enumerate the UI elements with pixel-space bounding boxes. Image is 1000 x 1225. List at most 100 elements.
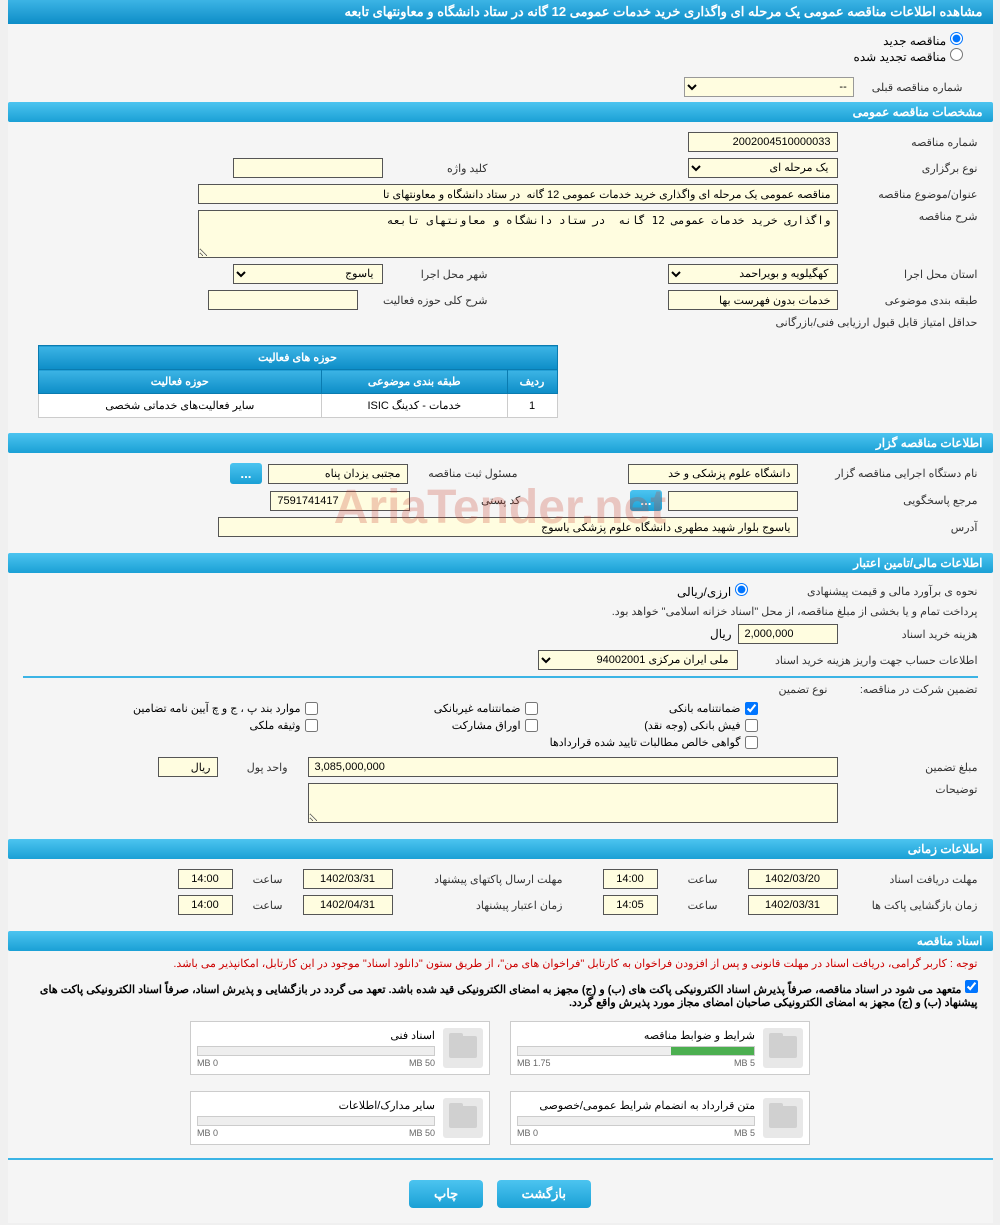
cb-property[interactable]: وثیقه ملکی xyxy=(118,719,318,732)
cb-nonbank[interactable]: ضمانتنامه غیربانکی xyxy=(338,702,538,715)
keyword-field[interactable] xyxy=(233,158,383,178)
ref-lookup-button[interactable]: ... xyxy=(630,490,661,511)
file-box[interactable]: متن قرارداد به انضمام شرایط عمومی/خصوصی … xyxy=(510,1091,810,1145)
receive-label: مهلت دریافت اسناد xyxy=(838,873,978,886)
time-label-2: ساعت xyxy=(233,873,283,886)
col-scope: حوزه فعالیت xyxy=(38,370,322,394)
send-time xyxy=(178,869,233,889)
guarantee-type-label: نوع تضمین xyxy=(758,683,828,696)
file-title: اسناد فنی xyxy=(197,1029,435,1042)
type-label: نوع برگزاری xyxy=(838,162,978,175)
guarantee-label: تضمین شرکت در مناقصه: xyxy=(828,683,978,696)
page-title: مشاهده اطلاعات مناقصه عمومی یک مرحله ای … xyxy=(8,0,993,24)
cb-part[interactable]: اوراق مشارکت xyxy=(338,719,538,732)
province-label: استان محل اجرا xyxy=(838,268,978,281)
open-date xyxy=(748,895,838,915)
reg-label: مسئول ثبت مناقصه xyxy=(408,467,518,480)
file-box[interactable]: اسناد فنی 50 MB0 MB xyxy=(190,1021,490,1075)
table-row: 1 خدمات - کدینگ ISIC سایر فعالیت‌های خدم… xyxy=(38,394,557,418)
radio-renewed-tender[interactable]: مناقصه تجدید شده xyxy=(854,50,963,64)
activity-table: حوزه های فعالیت ردیف طبقه بندی موضوعی حو… xyxy=(38,345,558,418)
city-label: شهر محل اجرا xyxy=(383,268,488,281)
address-label: آدرس xyxy=(798,521,978,534)
currency-radio[interactable]: ارزی/ریالی xyxy=(677,583,747,599)
postal-label: کد پستی xyxy=(410,494,520,507)
tender-no-field xyxy=(688,132,838,152)
prev-tender-label: شماره مناقصه قبلی xyxy=(864,81,963,94)
unit-field xyxy=(158,757,218,777)
file-title: سایر مدارک/اطلاعات xyxy=(197,1099,435,1112)
col-row: ردیف xyxy=(507,370,557,394)
category-label: طبقه بندی موضوعی xyxy=(838,294,978,307)
notes-field[interactable] xyxy=(308,783,838,823)
amount-field xyxy=(308,757,838,777)
valid-date xyxy=(303,895,393,915)
scope-field[interactable] xyxy=(208,290,358,310)
send-date xyxy=(303,869,393,889)
file-box[interactable]: سایر مدارک/اطلاعات 50 MB0 MB xyxy=(190,1091,490,1145)
exec-label: نام دستگاه اجرایی مناقصه گزار xyxy=(798,467,978,480)
section-general: مشخصات مناقصه عمومی xyxy=(8,102,993,122)
rial-label: ریال xyxy=(710,627,732,641)
section-timing: اطلاعات زمانی xyxy=(8,839,993,859)
commit-checkbox[interactable] xyxy=(965,980,978,993)
docs-note-dark: متعهد می شود در اسناد مناقصه، صرفاً پذیر… xyxy=(40,984,978,1009)
city-select[interactable]: یاسوج xyxy=(233,264,383,284)
time-label-3: ساعت xyxy=(658,899,718,912)
keyword-label: کلید واژه xyxy=(383,162,488,175)
time-label-1: ساعت xyxy=(658,873,718,886)
exec-field xyxy=(628,464,798,484)
ref-label: مرجع پاسخگویی xyxy=(798,494,978,507)
cb-cash[interactable]: فیش بانکی (وجه نقد) xyxy=(558,719,758,732)
min-score-label: حداقل امتیاز قابل قبول ارزیابی فنی/بازرگ… xyxy=(698,316,978,329)
cb-clauses[interactable]: موارد بند پ ، ج و چ آیین نامه تضامین xyxy=(118,702,318,715)
desc-field[interactable]: واگذاری خرید خدمات عمومی 12 گانه در ستاد… xyxy=(198,210,838,258)
folder-icon xyxy=(443,1028,483,1068)
activity-table-title: حوزه های فعالیت xyxy=(38,346,557,370)
section-organizer: اطلاعات مناقصه گزار xyxy=(8,433,993,453)
file-title: متن قرارداد به انضمام شرایط عمومی/خصوصی xyxy=(517,1099,755,1112)
amount-label: مبلغ تضمین xyxy=(838,761,978,774)
postal-field xyxy=(270,491,410,511)
send-label: مهلت ارسال پاکتهای پیشنهاد xyxy=(393,873,563,886)
time-label-4: ساعت xyxy=(233,899,283,912)
account-label: اطلاعات حساب جهت واریز هزینه خرید اسناد xyxy=(738,654,978,667)
subject-field[interactable] xyxy=(198,184,838,204)
radio-new-tender[interactable]: مناقصه جدید xyxy=(883,34,962,48)
receive-date xyxy=(748,869,838,889)
province-select[interactable]: کهگیلویه و بویراحمد xyxy=(668,264,838,284)
doc-cost-field xyxy=(738,624,838,644)
file-box[interactable]: شرایط و ضوابط مناقصه 5 MB1.75 MB xyxy=(510,1021,810,1075)
section-docs: اسناد مناقصه xyxy=(8,931,993,951)
col-category: طبقه بندی موضوعی xyxy=(322,370,507,394)
cb-claims[interactable]: گواهی خالص مطالبات تایید شده قراردادها xyxy=(338,736,758,749)
receive-time xyxy=(603,869,658,889)
print-button[interactable]: چاپ xyxy=(409,1180,483,1208)
ref-field[interactable] xyxy=(668,491,798,511)
file-title: شرایط و ضوابط مناقصه xyxy=(517,1029,755,1042)
prev-tender-select[interactable]: -- xyxy=(684,77,854,97)
docs-note-red: توجه : کاربر گرامی، دریافت اسناد در مهلت… xyxy=(8,951,993,976)
account-select[interactable]: ملی ایران مرکزی 94002001 xyxy=(538,650,738,670)
subject-label: عنوان/موضوع مناقصه xyxy=(838,188,978,201)
folder-icon xyxy=(443,1098,483,1138)
desc-label: شرح مناقصه xyxy=(838,210,978,223)
valid-label: زمان اعتبار پیشنهاد xyxy=(393,899,563,912)
open-label: زمان بازگشایی پاکت ها xyxy=(838,899,978,912)
doc-cost-label: هزینه خرید اسناد xyxy=(838,628,978,641)
method-label: نحوه ی برآورد مالی و قیمت پیشنهادی xyxy=(748,585,978,598)
notes-label: توضیحات xyxy=(838,783,978,796)
scope-label: شرح کلی حوزه فعالیت xyxy=(358,294,488,307)
unit-label: واحد پول xyxy=(218,761,288,774)
section-financial: اطلاعات مالی/تامین اعتبار xyxy=(8,553,993,573)
address-field[interactable] xyxy=(218,517,798,537)
valid-time xyxy=(178,895,233,915)
back-button[interactable]: بازگشت xyxy=(497,1180,591,1208)
category-field xyxy=(668,290,838,310)
folder-icon xyxy=(763,1098,803,1138)
folder-icon xyxy=(763,1028,803,1068)
reg-lookup-button[interactable]: ... xyxy=(230,463,261,484)
type-select[interactable]: یک مرحله ای xyxy=(688,158,838,178)
open-time xyxy=(603,895,658,915)
cb-bank[interactable]: ضمانتنامه بانکی xyxy=(558,702,758,715)
